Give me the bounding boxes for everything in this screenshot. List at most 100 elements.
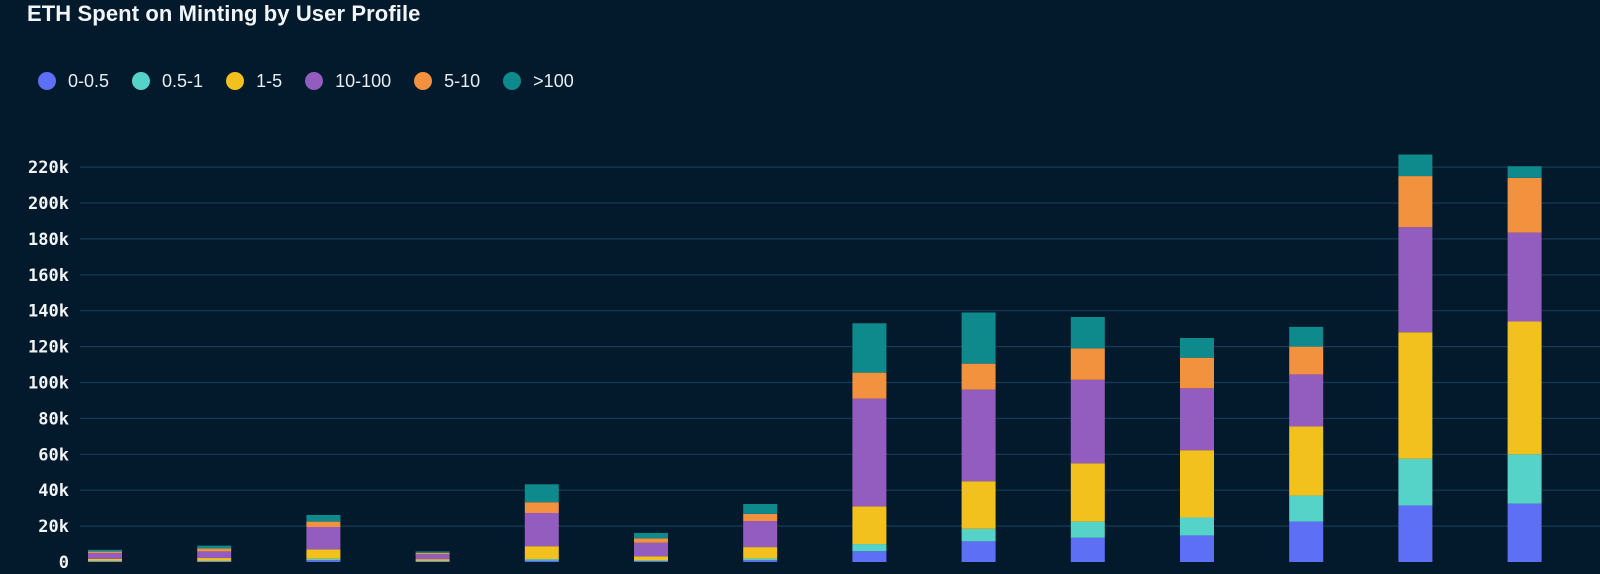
legend-label: 5-10 [444,71,481,91]
bar-segment-5-10[interactable] [1398,176,1433,228]
bar-segment->100[interactable] [1289,326,1324,347]
bar-segment-5-10[interactable] [1289,346,1324,375]
bar-segment-10-100[interactable] [197,551,232,559]
bar-segment-5-10[interactable] [1507,177,1542,233]
bar-segment-10-100[interactable] [1070,379,1105,464]
bar-segment-5-10[interactable] [1180,357,1214,389]
bar-segment-1-5[interactable] [197,558,232,561]
bar-segment-1-5[interactable] [524,546,559,560]
bar-segment-0-0.5[interactable] [1289,521,1324,562]
bar-segment-0.5-1[interactable] [634,560,668,562]
bar-segment-0.5-1[interactable] [1070,521,1105,538]
chart-legend: 0-0.5 0.5-1 1-5 10-100 5-10 >100 [38,70,597,92]
bar-segment-0.5-1[interactable] [524,559,559,561]
bar-segment-0-0.5[interactable] [524,560,559,562]
bar-segment->100[interactable] [1180,337,1214,358]
legend-item-1-5[interactable]: 1-5 [226,70,282,92]
bar-segment-0-0.5[interactable] [197,561,232,562]
bar-segment-0-0.5[interactable] [743,560,778,562]
bar-segment-0.5-1[interactable] [306,558,341,561]
bar-segment-5-10[interactable] [88,551,122,554]
bar-segment-5-10[interactable] [634,538,668,543]
bar-segment-0-0.5[interactable] [634,561,668,562]
bar-segment-5-10[interactable] [197,548,232,552]
legend-item-0.5-1[interactable]: 0.5-1 [132,70,203,92]
legend-swatch-icon [414,72,433,90]
bar-segment-1-5[interactable] [88,558,122,561]
legend-item-0-0.5[interactable]: 0-0.5 [38,70,109,92]
legend-label: 10-100 [335,71,392,91]
bar-segment-10-100[interactable] [88,553,122,559]
bar-segment-0-0.5[interactable] [88,561,122,562]
bar-segment-1-5[interactable] [852,506,887,545]
legend-label: >100 [533,71,574,91]
bar-segment-0-0.5[interactable] [1398,505,1433,562]
bar-segment->100[interactable] [743,504,778,514]
bar-segment-5-10[interactable] [306,521,341,527]
bar-segment-1-5[interactable] [1180,450,1214,518]
bar-segment-10-100[interactable] [1289,374,1324,427]
bar-segment->100[interactable] [524,484,559,503]
bar-segment-0.5-1[interactable] [852,544,887,552]
bar-segment-5-10[interactable] [415,552,450,555]
bar-segment-0-0.5[interactable] [1507,503,1542,562]
legend-item-5-10[interactable]: 5-10 [414,70,480,92]
bar-segment-5-10[interactable] [1070,348,1105,380]
bar-segment-10-100[interactable] [415,554,450,560]
bar-segment-0.5-1[interactable] [88,560,122,562]
legend-swatch-icon [503,72,522,90]
bar-segment-5-10[interactable] [961,363,996,390]
bar-segment-5-10[interactable] [852,372,887,399]
bar-segment-10-100[interactable] [524,512,559,547]
bar-segment-5-10[interactable] [524,502,559,513]
bar-segment->100[interactable] [961,312,996,364]
bar-segment-1-5[interactable] [1398,332,1433,459]
bar-segment-0-0.5[interactable] [852,551,887,562]
bar-segment-1-5[interactable] [1289,426,1324,496]
y-tick-label: 160k [28,266,69,286]
bar-segment-1-5[interactable] [306,549,341,559]
bar-segment-10-100[interactable] [743,521,778,548]
bar-segment-0.5-1[interactable] [415,560,450,562]
bar-segment-10-100[interactable] [1398,227,1433,333]
bar-segment-0.5-1[interactable] [1507,454,1542,504]
bar-segment->100[interactable] [306,514,341,522]
bar-segment->100[interactable] [634,532,668,539]
bar-segment-1-5[interactable] [634,556,668,561]
bar-segment-10-100[interactable] [1180,388,1214,451]
bar-segment->100[interactable] [415,551,450,553]
bar-segment-0.5-1[interactable] [961,528,996,542]
bar-segment-10-100[interactable] [634,542,668,557]
legend-item-10-100[interactable]: 10-100 [305,70,391,92]
bar-segment-0.5-1[interactable] [1398,458,1433,506]
bar-segment-0.5-1[interactable] [743,558,778,561]
bar-segment-10-100[interactable] [306,526,341,550]
bar-segment-0-0.5[interactable] [306,560,341,562]
bar-segment-0.5-1[interactable] [1289,495,1324,522]
legend-item-over-100[interactable]: >100 [503,70,574,92]
bar-segment-1-5[interactable] [743,547,778,559]
bar-segment-1-5[interactable] [1507,321,1542,455]
bar-segment-0-0.5[interactable] [1180,535,1214,562]
legend-swatch-icon [226,72,245,90]
bar-segment-0-0.5[interactable] [1070,537,1105,562]
bar-segment->100[interactable] [197,545,232,549]
bar-segment->100[interactable] [1507,166,1542,178]
bar-segment-0-0.5[interactable] [961,541,996,562]
legend-swatch-icon [38,72,56,90]
bar-segment-1-5[interactable] [961,481,996,529]
bar-segment-0.5-1[interactable] [197,560,232,562]
bar-segment-1-5[interactable] [1070,463,1105,522]
bar-segment-10-100[interactable] [852,398,887,507]
bar-segment-5-10[interactable] [743,513,778,522]
bar-segment->100[interactable] [1070,316,1105,349]
bar-segment->100[interactable] [88,549,122,552]
legend-swatch-icon [305,72,324,90]
bar-segment-10-100[interactable] [1507,232,1542,322]
bar-segment->100[interactable] [1398,154,1433,177]
bar-segment-0.5-1[interactable] [1180,517,1214,536]
bar-segment-10-100[interactable] [961,389,996,482]
bar-segment-0-0.5[interactable] [415,561,450,562]
bar-segment->100[interactable] [852,323,887,373]
bar-segment-1-5[interactable] [415,559,450,561]
